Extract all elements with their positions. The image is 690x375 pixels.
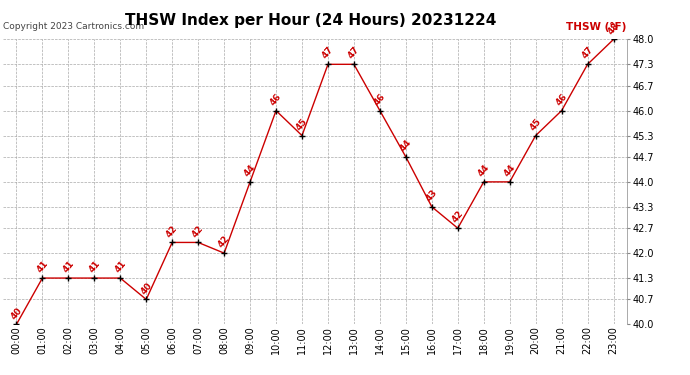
Text: 44: 44 <box>243 163 257 178</box>
Text: 44: 44 <box>398 138 413 153</box>
Text: 42: 42 <box>165 224 179 239</box>
Text: 42: 42 <box>190 224 206 239</box>
Text: 41: 41 <box>87 259 102 274</box>
Text: Copyright 2023 Cartronics.com: Copyright 2023 Cartronics.com <box>3 22 145 31</box>
Text: 46: 46 <box>554 92 569 107</box>
Text: THSW Index per Hour (24 Hours) 20231224: THSW Index per Hour (24 Hours) 20231224 <box>125 13 496 28</box>
Text: 41: 41 <box>61 259 76 274</box>
Text: THSW (°F): THSW (°F) <box>566 22 627 32</box>
Text: 45: 45 <box>295 117 310 132</box>
Text: 47: 47 <box>320 45 335 61</box>
Text: 47: 47 <box>346 45 362 61</box>
Text: 44: 44 <box>502 163 518 178</box>
Text: 43: 43 <box>424 188 440 203</box>
Text: 45: 45 <box>528 117 543 132</box>
Text: 41: 41 <box>112 259 128 274</box>
Text: 44: 44 <box>476 163 491 178</box>
Text: 41: 41 <box>35 259 50 274</box>
Text: 40: 40 <box>9 306 24 321</box>
Text: 42: 42 <box>451 209 465 225</box>
Text: 46: 46 <box>373 92 387 107</box>
Text: 42: 42 <box>217 234 232 250</box>
Text: 48: 48 <box>606 20 621 36</box>
Text: 47: 47 <box>580 45 595 61</box>
Text: 40: 40 <box>139 280 154 296</box>
Text: 46: 46 <box>268 92 284 107</box>
